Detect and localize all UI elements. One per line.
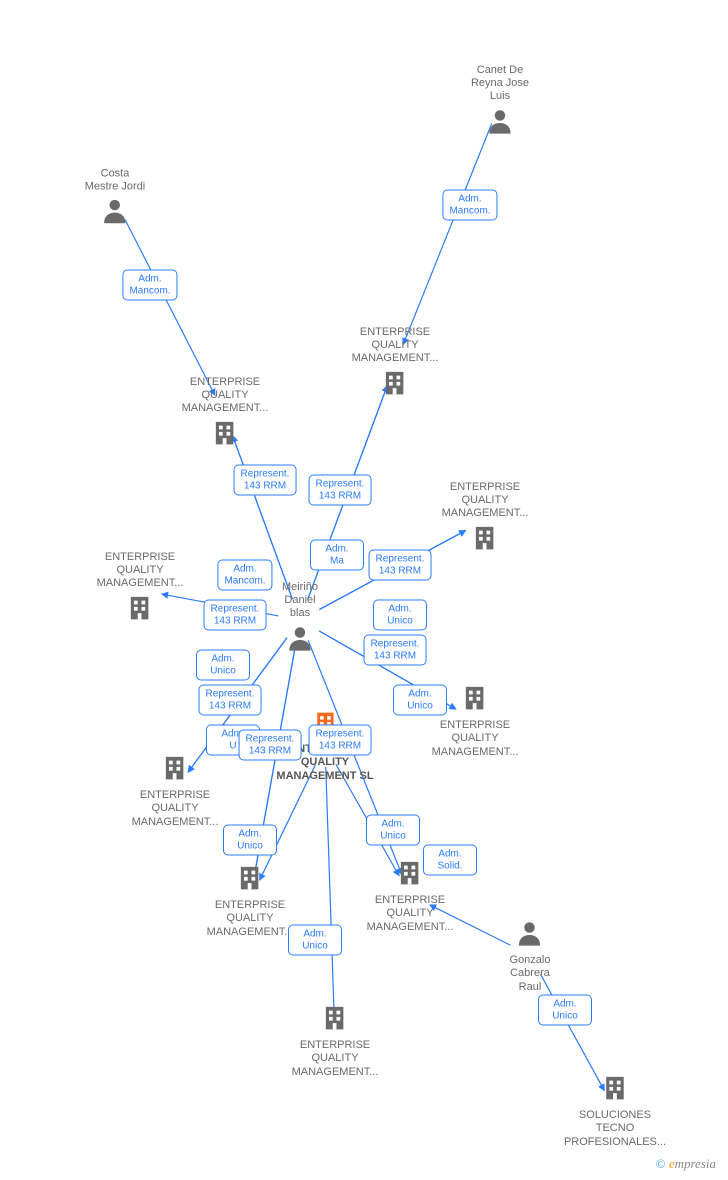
node-eqm4[interactable]: ENTERPRISEQUALITYMANAGEMENT... <box>97 551 184 629</box>
edge-label: Represent. 143 RRM <box>199 685 262 716</box>
edge-line <box>125 220 215 396</box>
copyright-symbol: © <box>656 1156 666 1171</box>
node-label: Canet DeReyna JoseLuis <box>471 64 529 104</box>
node-label: ENTERPRISEQUALITYMANAGEMENT... <box>367 894 454 934</box>
building-icon <box>97 593 184 627</box>
node-label: ENTERPRISEQUALITYMANAGEMENT... <box>442 481 529 521</box>
building-icon <box>352 368 439 402</box>
node-meirino[interactable]: MeiriñoDanielblas <box>282 581 318 659</box>
node-label: SOLUCIONESTECNOPROFESIONALES... <box>564 1109 666 1149</box>
edge-label: Adm. Unico <box>366 815 420 846</box>
node-label: ENTERPRISEQUALITYMANAGEMENT... <box>207 899 294 939</box>
node-label: ENTERPRISEQUALITYMANAGEMENT... <box>97 551 184 591</box>
node-canet[interactable]: Canet DeReyna JoseLuis <box>471 64 529 142</box>
node-sol[interactable]: SOLUCIONESTECNOPROFESIONALES... <box>564 1071 666 1149</box>
node-label: ENTERPRISEQUALITYMANAGEMENT... <box>182 376 269 416</box>
edge-label: Adm. Unico <box>393 685 447 716</box>
edge-label: Adm. Mancom. <box>217 560 272 591</box>
network-canvas: CostaMestre Jordi Canet DeReyna JoseLuis… <box>0 0 728 1180</box>
brand-rest: mpresia <box>675 1156 716 1171</box>
edge-label: Represent. 143 RRM <box>204 600 267 631</box>
node-eqm9[interactable]: ENTERPRISEQUALITYMANAGEMENT... <box>292 1001 379 1079</box>
node-label: ENTERPRISEQUALITYMANAGEMENT... <box>292 1039 379 1079</box>
building-icon <box>182 418 269 452</box>
building-icon <box>207 863 294 897</box>
node-eqm1[interactable]: ENTERPRISEQUALITYMANAGEMENT... <box>182 376 269 454</box>
edge-label: Represent. 143 RRM <box>234 465 297 496</box>
edge-label: Adm. Unico <box>196 650 250 681</box>
edge-label: Adm. Mancom. <box>442 190 497 221</box>
node-eqm6[interactable]: ENTERPRISEQUALITYMANAGEMENT... <box>132 751 219 829</box>
person-icon <box>471 106 529 140</box>
edge-label: Adm. Unico <box>223 825 277 856</box>
edge-label: Represent. 143 RRM <box>309 725 372 756</box>
node-label: GonzaloCabreraRaul <box>510 954 551 994</box>
node-gonzalo[interactable]: GonzaloCabreraRaul <box>510 916 551 994</box>
node-label: ENTERPRISEQUALITYMANAGEMENT... <box>352 326 439 366</box>
node-eqm3[interactable]: ENTERPRISEQUALITYMANAGEMENT... <box>442 481 529 559</box>
building-icon <box>132 753 219 787</box>
node-label: CostaMestre Jordi <box>85 168 146 194</box>
person-icon <box>85 196 146 230</box>
edge-label: Represent. 143 RRM <box>364 635 427 666</box>
node-costa[interactable]: CostaMestre Jordi <box>85 168 146 233</box>
edge-label: Represent. 143 RRM <box>369 550 432 581</box>
edge-label: Adm. Unico <box>288 925 342 956</box>
person-icon <box>282 623 318 657</box>
edge-line <box>326 767 335 1018</box>
building-icon <box>564 1073 666 1107</box>
edge-label: Represent. 143 RRM <box>239 730 302 761</box>
node-label: MeiriñoDanielblas <box>282 581 318 621</box>
person-icon <box>510 918 551 952</box>
edge-label: Adm. Unico <box>373 600 427 631</box>
building-icon <box>292 1003 379 1037</box>
building-icon <box>442 523 529 557</box>
edge-line <box>403 123 492 344</box>
node-eqm2[interactable]: ENTERPRISEQUALITYMANAGEMENT... <box>352 326 439 404</box>
node-eqm7[interactable]: ENTERPRISEQUALITYMANAGEMENT... <box>207 861 294 939</box>
watermark: © empresia <box>656 1156 716 1172</box>
edge-label: Adm. Unico <box>538 995 592 1026</box>
node-label: ENTERPRISEQUALITYMANAGEMENT... <box>132 789 219 829</box>
edge-label: Adm. Mancom. <box>122 270 177 301</box>
edge-label: Represent. 143 RRM <box>309 475 372 506</box>
edge-label: Adm. Solid. <box>423 845 477 876</box>
node-label: ENTERPRISEQUALITYMANAGEMENT... <box>432 719 519 759</box>
edge-label: Adm. Ma <box>310 540 364 571</box>
